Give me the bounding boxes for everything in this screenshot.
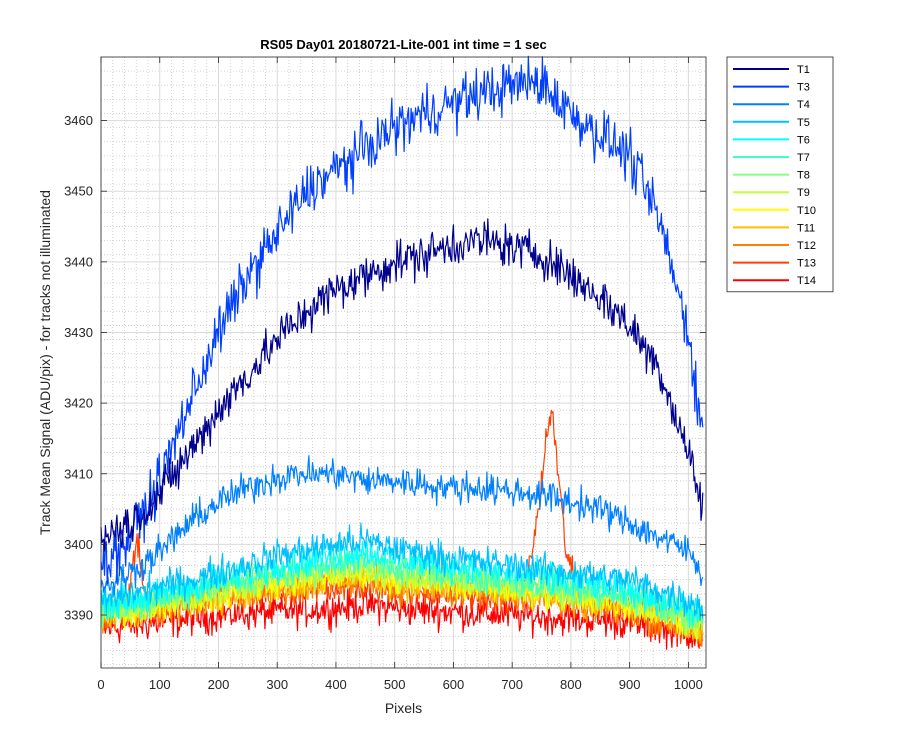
legend-label-t8: T8	[797, 170, 810, 182]
axis-ticks: 0 100 200 300 400 500 600 700 800 900 1000 3390 3400…	[64, 57, 706, 692]
x-tick-label: 100	[149, 677, 171, 692]
x-tick-label: 500	[384, 677, 406, 692]
legend-label-t12: T12	[797, 240, 816, 252]
series-line-t3	[100, 55, 704, 585]
series-line-t4	[100, 455, 704, 596]
legend-label-t13: T13	[797, 258, 816, 270]
x-tick-label: 0	[97, 677, 104, 692]
series-line-t1	[100, 218, 704, 552]
series-line-t7	[100, 538, 704, 630]
y-tick-label: 3420	[64, 396, 93, 411]
x-tick-label: 1000	[674, 677, 703, 692]
legend-label-t14: T14	[797, 275, 816, 287]
x-tick-label: 900	[619, 677, 641, 692]
legend-label-t6: T6	[797, 134, 810, 146]
x-tick-label: 800	[560, 677, 582, 692]
x-tick-label: 600	[443, 677, 465, 692]
x-tick-label: 400	[325, 677, 347, 692]
plot-frame	[100, 56, 707, 669]
y-tick-label: 3430	[64, 325, 93, 340]
y-tick-label: 3450	[64, 184, 93, 199]
x-tick-label: 700	[501, 677, 523, 692]
x-tick-label: 300	[266, 677, 288, 692]
legend: T1 T3 T4 T5 T6 T7 T8 T9 T10 T11 T12 T13 T14	[726, 56, 834, 293]
series-line-t5	[100, 522, 704, 622]
legend-label-t10: T10	[797, 205, 816, 217]
y-tick-label: 3440	[64, 254, 93, 269]
y-tick-label: 3390	[64, 608, 93, 623]
legend-label-t3: T3	[797, 82, 810, 94]
plot-series	[100, 55, 704, 650]
y-tick-label: 3410	[64, 466, 93, 481]
x-axis-label: Pixels	[385, 700, 422, 716]
y-axis-label: Track Mean Signal (ADU/pix) - for tracks…	[37, 190, 53, 535]
legend-label-t11: T11	[797, 222, 815, 234]
chart-title: RS05 Day01 20180721-Lite-001 int time = …	[260, 37, 547, 52]
legend-label-t7: T7	[797, 152, 810, 164]
legend-label-t5: T5	[797, 117, 810, 129]
x-tick-label: 200	[208, 677, 230, 692]
legend-label-t4: T4	[797, 99, 810, 111]
legend-label-t1: T1	[797, 64, 810, 76]
y-tick-label: 3460	[64, 113, 93, 128]
y-tick-label: 3400	[64, 537, 93, 552]
legend-label-t9: T9	[797, 187, 810, 199]
